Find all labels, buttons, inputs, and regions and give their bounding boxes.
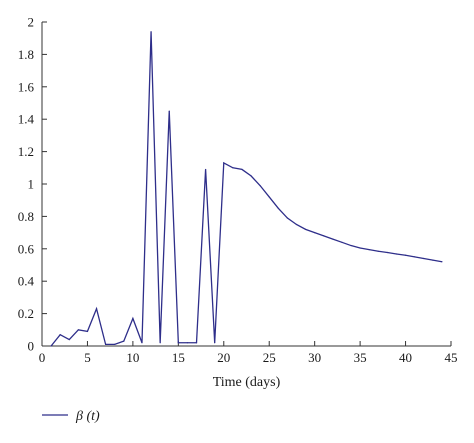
data-point — [259, 185, 261, 187]
data-point — [214, 342, 216, 344]
data-point — [350, 244, 352, 247]
data-point — [268, 196, 270, 198]
data-point — [77, 329, 79, 331]
x-tick-label: 5 — [84, 350, 91, 365]
x-tick-labels: 0 5 10 15 20 25 30 35 40 45 — [39, 350, 458, 365]
x-tick-label: 20 — [217, 350, 230, 365]
y-tick-label: 1.2 — [18, 144, 34, 159]
data-point — [105, 343, 107, 345]
x-tick-label: 35 — [354, 350, 367, 365]
series-line-0 — [50, 31, 443, 347]
data-point — [359, 247, 361, 249]
data-point — [168, 110, 170, 112]
legend-label: β (t) — [75, 409, 100, 424]
data-point — [323, 235, 325, 237]
data-point — [59, 334, 61, 336]
data-point — [114, 343, 116, 345]
data-point — [132, 317, 134, 320]
data-point — [205, 168, 207, 171]
data-point — [223, 162, 225, 164]
data-point — [123, 340, 125, 342]
y-tick-label: 1 — [28, 177, 35, 192]
axes — [41, 22, 451, 347]
y-tick-label: 1.8 — [18, 47, 34, 62]
data-point — [368, 249, 370, 251]
x-tick-label: 0 — [39, 350, 46, 365]
x-tick-label: 45 — [445, 350, 458, 365]
data-point — [404, 254, 407, 256]
y-tick-label: 2 — [28, 15, 35, 30]
series-layer — [50, 31, 443, 347]
x-tick-label: 40 — [399, 350, 412, 365]
data-point — [68, 338, 70, 341]
x-tick-label: 25 — [263, 350, 276, 365]
data-point — [432, 259, 434, 261]
data-point — [95, 308, 98, 310]
data-point — [386, 251, 388, 254]
data-point — [304, 228, 307, 230]
data-point — [250, 175, 252, 177]
data-point — [377, 250, 379, 252]
data-point — [441, 261, 443, 263]
data-point — [86, 330, 89, 333]
data-point — [150, 31, 152, 33]
data-point — [423, 257, 425, 260]
x-axis-title: Time (days) — [213, 375, 281, 390]
data-point — [232, 167, 234, 169]
data-point — [241, 168, 243, 171]
data-point — [332, 238, 334, 240]
data-point — [177, 342, 179, 344]
tick-marks — [41, 21, 452, 347]
y-tick-label: 1.6 — [18, 79, 35, 94]
y-tick-label: 0.6 — [18, 241, 35, 256]
data-point — [286, 217, 288, 219]
data-point — [314, 232, 316, 234]
x-tick-label: 15 — [172, 350, 185, 365]
x-tick-label: 10 — [126, 350, 139, 365]
data-point — [159, 342, 161, 344]
legend: β (t) — [42, 409, 100, 424]
data-point — [295, 223, 298, 226]
data-point — [195, 342, 198, 344]
x-tick-label: 30 — [308, 350, 321, 365]
data-point — [341, 241, 343, 243]
y-tick-label: 1.4 — [18, 112, 35, 127]
y-tick-label: 0.8 — [18, 209, 34, 224]
y-tick-label: 0.2 — [18, 306, 34, 321]
data-point — [395, 253, 398, 255]
data-point — [414, 256, 416, 258]
y-tick-labels: 0 0.2 0.4 0.6 0.8 1 1.2 1.4 1.6 1.8 2 — [18, 15, 35, 354]
data-point — [141, 342, 143, 344]
data-point — [277, 207, 279, 209]
y-tick-label: 0.4 — [18, 274, 35, 289]
data-point — [186, 342, 189, 344]
data-point — [50, 345, 52, 347]
y-tick-label: 0 — [28, 339, 35, 354]
